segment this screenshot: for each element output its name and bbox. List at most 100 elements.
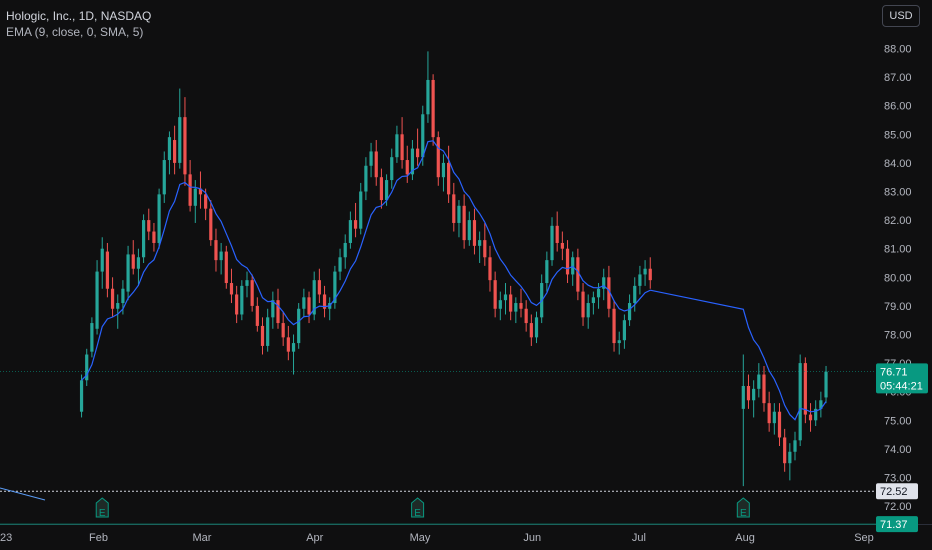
earnings-marker-label: E [414,508,421,519]
y-tick-label: 83.00 [884,187,912,199]
candle-body [116,303,120,309]
candle-body [353,220,358,229]
candle-body [798,363,802,441]
candle-body [110,288,115,309]
last-price-countdown: 05:44:21 [880,380,923,392]
candle-body [550,225,554,261]
candle-body [395,134,399,158]
candle-body [276,300,280,324]
x-tick-label: Aug [735,532,755,544]
candle-body [312,280,316,315]
candle-body [483,240,487,258]
y-tick-label: 87.00 [884,72,912,84]
earnings-marker [411,497,425,518]
candle-body [519,303,523,309]
currency-button[interactable]: USD [882,5,920,27]
candle-body [488,257,492,281]
candle-body [95,271,99,329]
candle-body [291,343,296,352]
candle-body [281,323,285,338]
candle-body [524,308,528,324]
candle-body [193,188,197,206]
candle-body [198,188,203,195]
x-tick-label: Mar [192,532,211,544]
candle-body [638,274,642,286]
candle-body [333,271,337,304]
candle-body [545,260,549,284]
candle-body [426,79,430,115]
candle-body [472,220,477,246]
candle-body [767,403,771,424]
candle-body [121,288,125,304]
candle-body [596,288,601,298]
candle-body [255,305,259,326]
candle-body [824,371,828,398]
symbol-title[interactable]: Hologic, Inc., 1D, NASDAQ [6,9,152,23]
candle-body [266,317,270,346]
candle-body [369,151,373,166]
candle-body [808,414,813,421]
candle-body [819,400,823,409]
level-tag [876,483,918,500]
candle-body [204,194,208,209]
y-tick-label: 85.00 [884,129,912,141]
candle-body [514,303,518,312]
candle-body [90,323,94,352]
x-tick-label: Feb [89,532,108,544]
candle-body [157,194,161,243]
candle-body [793,440,797,452]
candle-body [126,254,130,292]
candle-body [617,340,621,344]
candle-body [105,251,109,289]
trend-line [0,487,46,501]
candle-body [271,300,275,318]
candle-body [317,280,321,295]
indicator-label[interactable]: EMA (9, close, 0, SMA, 5) [6,25,144,39]
y-tick-label: 75.00 [884,415,912,427]
y-tick-label: 73.00 [884,473,912,485]
candle-body [384,180,389,201]
candle-body [602,277,606,289]
candle-body [100,248,104,272]
candle-body [467,220,471,241]
candle-body [416,148,420,158]
candle-body [374,151,378,178]
candle-body [814,408,818,421]
candle-body [431,79,435,138]
candle-body [555,225,559,243]
candle-body [622,320,626,341]
x-tick-label: Jun [523,532,541,544]
y-tick-label: 84.00 [884,158,912,170]
candle-body [633,285,637,304]
ema-line [81,140,827,421]
last-price-tag [876,363,928,394]
level-tag-value: 72.52 [880,486,908,498]
candle-body [364,165,368,192]
candle-body [447,162,451,195]
candle-body [576,257,580,292]
candle-body [224,251,228,284]
candle-body [405,160,409,175]
candle-body [338,257,342,272]
candle-body [503,294,508,301]
y-tick-label: 88.00 [884,44,912,56]
x-tick-label: 23 [0,532,12,544]
candle-body [441,162,446,178]
y-tick-label: 74.00 [884,444,912,456]
earnings-marker-label: E [740,508,747,519]
candle-body [565,248,570,275]
candle-body [762,374,766,404]
candle-body [498,300,502,309]
candle-body [245,280,249,286]
level-tag-lower [876,516,918,533]
chart-legend: Hologic, Inc., 1D, NASDAQ EMA (9, close,… [6,8,151,40]
candle-body [147,220,151,232]
candle-body [612,308,616,344]
candle-body [250,280,254,306]
candle-body [803,363,807,415]
candle-body [643,268,647,275]
candle-body [85,354,89,381]
candle-body [136,257,141,269]
